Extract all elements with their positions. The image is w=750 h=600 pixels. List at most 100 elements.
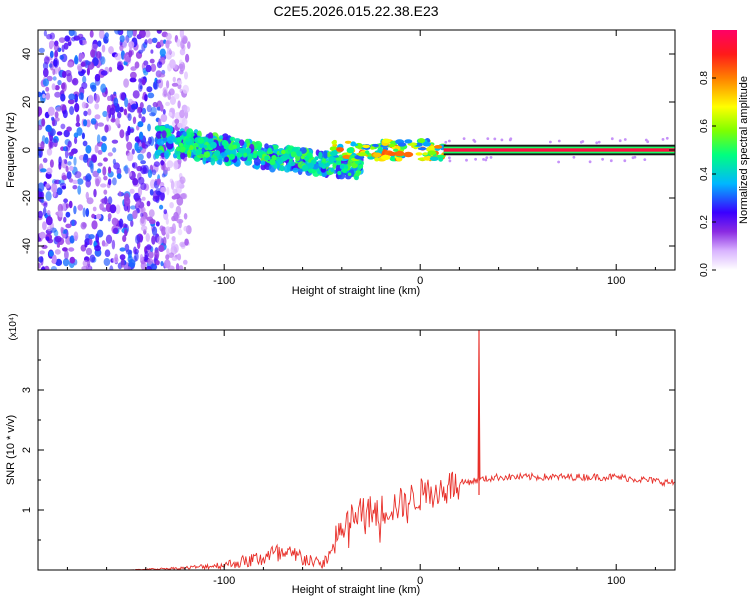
noise-blob: [166, 160, 174, 169]
noise-blob: [112, 147, 117, 153]
steady-line-dot: [623, 138, 627, 141]
noise-blob: [84, 175, 89, 182]
transition-blob: [371, 143, 379, 148]
noise-blob: [123, 108, 128, 116]
noise-blob: [60, 226, 64, 234]
noise-blob: [127, 113, 132, 121]
chirp-core: [314, 156, 319, 161]
chirp-core: [203, 144, 208, 149]
noise-blob: [97, 162, 103, 167]
noise-blob: [100, 70, 108, 76]
transition-blob: [330, 150, 338, 157]
noise-blob: [91, 43, 98, 50]
chirp-blob: [155, 125, 161, 132]
steady-line-dot: [448, 156, 451, 160]
noise-blob: [69, 106, 75, 115]
noise-blob: [38, 256, 44, 263]
noise-blob: [119, 92, 126, 101]
noise-blob: [160, 104, 164, 112]
noise-blob: [111, 139, 119, 144]
noise-blob: [183, 225, 189, 232]
transition-blob: [380, 154, 391, 161]
noise-blob: [126, 30, 133, 38]
noise-blob: [94, 73, 101, 82]
noise-blob: [86, 67, 90, 76]
noise-blob: [99, 203, 104, 211]
noise-blob: [185, 53, 190, 63]
noise-blob: [179, 48, 186, 56]
noise-blob: [89, 237, 93, 246]
noise-blob: [175, 263, 180, 270]
noise-blob: [140, 216, 145, 224]
noise-blob: [138, 82, 143, 92]
noise-blob: [68, 200, 73, 209]
noise-blob: [43, 30, 48, 37]
noise-blob: [48, 40, 55, 48]
noise-blob: [42, 207, 47, 217]
noise-blob: [155, 260, 160, 266]
noise-blob: [147, 92, 155, 99]
noise-blob: [59, 104, 67, 111]
noise-blob: [45, 183, 50, 189]
chirp-core: [179, 135, 185, 140]
noise-blob: [184, 71, 188, 80]
noise-blob: [132, 178, 139, 186]
noise-blob: [162, 109, 166, 115]
noise-blob: [150, 49, 154, 54]
noise-blob: [163, 259, 171, 269]
noise-blob: [65, 211, 71, 218]
noise-blob: [95, 51, 102, 59]
noise-blob: [114, 253, 118, 262]
noise-blob: [167, 91, 171, 101]
chirp-blob: [234, 138, 241, 143]
chirp-blob: [207, 132, 214, 140]
noise-blob: [144, 94, 148, 102]
noise-blob: [168, 112, 173, 117]
chirp-blob: [292, 167, 299, 173]
noise-blob: [118, 190, 122, 197]
x-tick-label: 100: [607, 575, 625, 587]
noise-blob: [54, 111, 59, 119]
noise-blob: [45, 92, 51, 100]
noise-blob: [162, 236, 167, 246]
noise-blob: [145, 233, 150, 242]
noise-blob: [157, 118, 162, 128]
noise-blob: [175, 205, 182, 216]
steady-line-dot: [472, 138, 476, 142]
colorbar-label: Normalized spectral amplitude: [738, 76, 750, 224]
chirp-core: [339, 164, 345, 170]
noise-blob: [42, 157, 48, 163]
noise-blob: [58, 210, 64, 218]
noise-blob: [53, 44, 60, 52]
noise-blob: [75, 122, 81, 127]
colorbar-tick-label: 0.6: [699, 119, 710, 133]
noise-blob: [154, 249, 160, 259]
chirp-core: [179, 146, 186, 153]
noise-blob: [173, 243, 179, 253]
noise-blob: [136, 106, 141, 114]
noise-blob: [65, 165, 69, 173]
y-tick-label: -20: [21, 190, 33, 206]
noise-blob: [117, 64, 124, 71]
noise-blob: [107, 178, 112, 186]
noise-blob: [86, 197, 94, 205]
noise-blob: [46, 148, 53, 156]
transition-blob: [374, 157, 380, 162]
noise-blob: [67, 99, 75, 105]
noise-blob: [92, 206, 97, 212]
noise-blob: [177, 253, 182, 261]
noise-blob: [64, 250, 69, 260]
noise-blob: [73, 231, 79, 241]
noise-blob: [50, 266, 58, 270]
noise-blob: [40, 197, 45, 203]
transition-blob: [403, 151, 414, 158]
noise-blob: [63, 42, 69, 50]
noise-blob: [45, 216, 53, 226]
chirp-core: [203, 151, 210, 158]
noise-blob: [118, 218, 124, 228]
noise-blob: [76, 127, 83, 136]
noise-blob: [140, 182, 147, 191]
noise-blob: [42, 221, 47, 231]
steady-line-dot: [557, 160, 560, 164]
